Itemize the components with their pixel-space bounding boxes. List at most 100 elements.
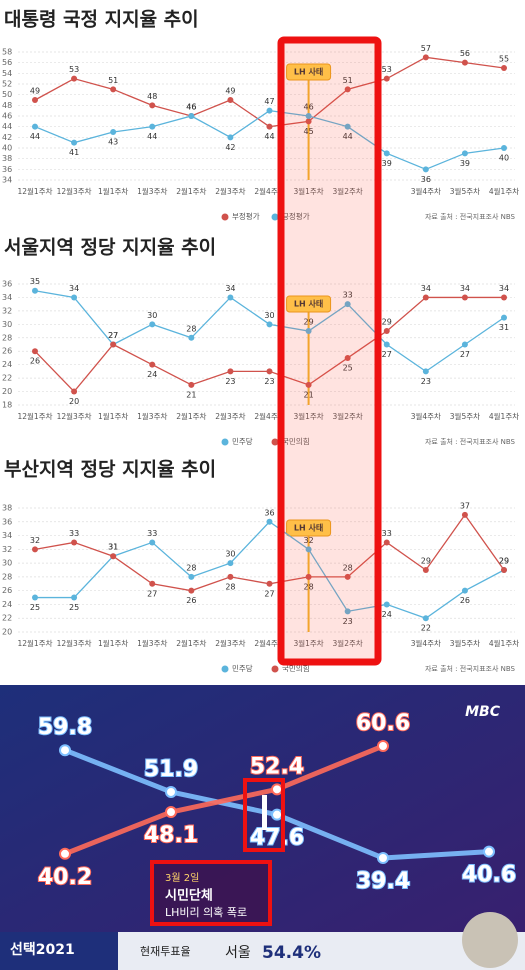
y-tick-label: 18 <box>2 401 12 410</box>
x-tick-label: 1월3주차 <box>137 186 167 196</box>
value-label: 57 <box>421 44 431 53</box>
y-tick-label: 40 <box>2 144 12 153</box>
point <box>383 601 390 608</box>
legend-swatch <box>271 213 279 221</box>
value-label: 29 <box>382 318 392 327</box>
brand: 선택2021 <box>10 941 75 958</box>
brand-bg <box>0 932 118 970</box>
point <box>188 381 195 388</box>
point <box>149 123 156 130</box>
point <box>165 806 177 819</box>
annotation-box <box>286 295 332 313</box>
y-tick-label: 44 <box>2 122 12 131</box>
y-tick-label: 26 <box>2 586 12 595</box>
value-label: 24 <box>382 610 392 619</box>
turnout: 54.4% <box>262 943 321 963</box>
point <box>59 847 71 860</box>
value-label: 25 <box>69 603 79 612</box>
point <box>344 573 351 580</box>
value-label: 44 <box>343 132 353 141</box>
value-label: 23 <box>225 377 235 386</box>
y-tick-label: 22 <box>2 614 12 623</box>
annotation-box <box>286 63 332 81</box>
point <box>266 368 273 375</box>
y-tick-label: 46 <box>2 112 12 121</box>
source: 자료 출처 : 전국지표조사 NBS <box>425 664 516 673</box>
legend-label: 국민의힘 <box>282 436 310 446</box>
point <box>461 150 468 157</box>
y-tick-label: 38 <box>2 154 12 163</box>
value-label: 34 <box>225 284 235 293</box>
value-label: 28 <box>343 563 353 572</box>
x-tick-label: 12월3주차 <box>57 186 92 196</box>
point <box>266 123 273 130</box>
y-tick-label: 36 <box>2 280 12 289</box>
x-tick-label: 2월3주차 <box>215 411 245 421</box>
value-label: 48 <box>147 92 157 101</box>
point <box>422 166 429 173</box>
y-tick-label: 42 <box>2 133 12 142</box>
value-label: 26 <box>460 596 470 605</box>
legend-swatch <box>271 665 279 673</box>
point <box>383 539 390 546</box>
x-tick-label: 12월1주차 <box>17 411 52 421</box>
chart-title: 대통령 국정 지지율 추이 <box>4 9 199 31</box>
event-desc: LH비리 의혹 폭로 <box>165 905 247 919</box>
point <box>71 594 78 601</box>
point <box>266 321 273 328</box>
x-tick-label: 3월5주차 <box>450 638 480 648</box>
x-tick-label: 2월4주차 <box>254 411 284 421</box>
point <box>461 341 468 348</box>
x-tick-label: 2월3주차 <box>215 186 245 196</box>
y-tick-label: 20 <box>2 628 12 637</box>
value-label: 47 <box>264 97 274 106</box>
value-label: 31 <box>499 323 509 332</box>
point <box>501 145 507 151</box>
value-label: 40.2 <box>38 865 92 890</box>
series-line <box>35 520 505 619</box>
value-label: 42 <box>225 143 235 152</box>
point <box>501 567 507 573</box>
annotation-box <box>286 519 332 537</box>
point <box>110 341 117 348</box>
value-label: 28 <box>225 582 235 591</box>
value-label: 35 <box>30 277 40 286</box>
value-label: 40.6 <box>462 863 516 888</box>
value-label: 46 <box>303 103 313 112</box>
point <box>149 321 156 328</box>
point <box>305 328 312 335</box>
y-tick-label: 24 <box>2 600 12 609</box>
point <box>422 615 429 622</box>
event-tick <box>262 795 267 830</box>
source: 자료 출처 : 전국지표조사 NBS <box>425 212 516 221</box>
y-tick-label: 34 <box>2 531 12 540</box>
value-label: 23 <box>343 617 353 626</box>
point <box>305 546 312 553</box>
value-label: 29 <box>303 318 313 327</box>
value-label: 29 <box>499 557 509 566</box>
y-tick-label: 28 <box>2 572 12 581</box>
value-label: 36 <box>264 508 274 517</box>
value-label: 59.8 <box>38 715 92 740</box>
value-label: 44 <box>147 132 157 141</box>
x-tick-label: 12월3주차 <box>57 411 92 421</box>
value-label: 37 <box>460 501 470 510</box>
value-label: 44 <box>264 132 274 141</box>
value-label: 26 <box>186 596 196 605</box>
value-label: 26 <box>30 357 40 366</box>
value-label: 49 <box>225 87 235 96</box>
point <box>483 845 495 858</box>
value-label: 34 <box>499 284 509 293</box>
value-label: 52.4 <box>250 754 304 779</box>
y-tick-label: 30 <box>2 559 12 568</box>
x-tick-label: 3월1주차 <box>293 638 323 648</box>
y-tick-label: 34 <box>2 176 12 185</box>
value-label: 43 <box>108 138 118 147</box>
point <box>149 361 156 368</box>
value-label: 53 <box>382 65 392 74</box>
legend-swatch <box>271 438 279 446</box>
event-date: 3월 2일 <box>165 872 199 884</box>
value-label: 32 <box>30 536 40 545</box>
value-label: 27 <box>108 331 118 340</box>
point <box>461 294 468 301</box>
